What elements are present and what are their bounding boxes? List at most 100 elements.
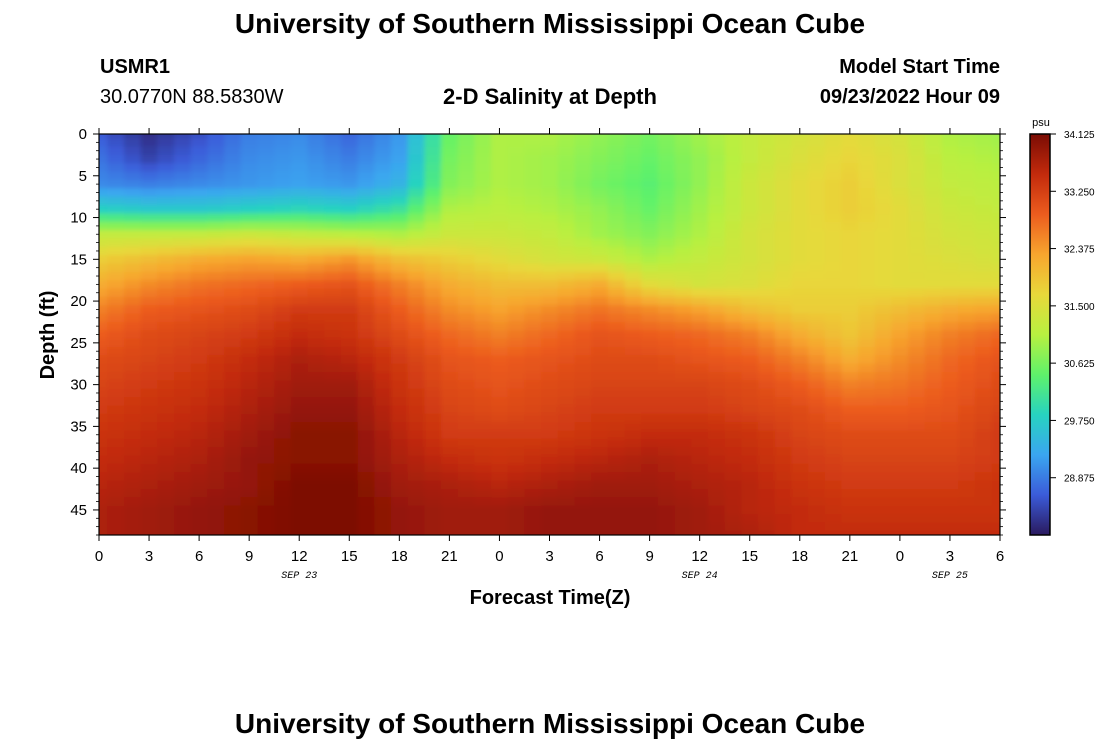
heatmap-cell <box>441 338 459 348</box>
heatmap-cell <box>390 430 409 440</box>
heatmap-cell <box>99 213 109 223</box>
heatmap-cell <box>674 480 693 490</box>
heatmap-cell <box>507 271 526 281</box>
heatmap-cell <box>958 413 976 424</box>
heatmap-cell <box>991 355 1000 365</box>
heatmap-cell <box>424 330 442 340</box>
heatmap-cell <box>524 196 542 206</box>
heatmap-cell <box>524 447 542 457</box>
heatmap-cell <box>574 372 593 382</box>
heatmap-cell <box>390 221 409 231</box>
heatmap-cell <box>908 530 926 535</box>
heatmap-cell <box>824 388 843 398</box>
heatmap-cell <box>307 221 326 231</box>
heatmap-cell <box>157 380 175 390</box>
heatmap-cell <box>374 380 392 390</box>
heatmap-cell <box>657 280 676 290</box>
heatmap-cell <box>357 313 376 323</box>
heatmap-cell <box>491 330 509 340</box>
heatmap-cell <box>174 238 192 248</box>
heatmap-cell <box>474 263 492 273</box>
heatmap-cell <box>708 313 726 323</box>
heatmap-cell <box>991 221 1000 231</box>
heatmap-cell <box>674 188 693 198</box>
heatmap-cell <box>357 305 376 315</box>
heatmap-cell <box>841 355 859 365</box>
heatmap-cell <box>724 263 743 273</box>
heatmap-cell <box>99 146 109 156</box>
heatmap-cell <box>140 171 159 181</box>
heatmap-cell <box>557 514 576 524</box>
heatmap-cell <box>841 430 859 440</box>
heatmap-cell <box>958 388 976 398</box>
heatmap-cell <box>824 263 843 273</box>
heatmap-cell <box>157 238 175 248</box>
heatmap-cell <box>808 338 826 348</box>
heatmap-cell <box>691 372 709 382</box>
heatmap-cell <box>841 188 859 198</box>
heatmap-cell <box>357 330 376 340</box>
heatmap-cell <box>324 280 342 290</box>
heatmap-cell <box>390 246 409 256</box>
heatmap-cell <box>824 321 843 332</box>
heatmap-cell <box>357 497 376 507</box>
heatmap-cell <box>557 422 576 432</box>
heatmap-cell <box>958 321 976 332</box>
heatmap-cell <box>124 196 142 206</box>
heatmap-cell <box>674 246 693 256</box>
heatmap-cell <box>824 146 843 156</box>
heatmap-cell <box>390 305 409 315</box>
heatmap-cell <box>607 363 626 373</box>
heatmap-cell <box>140 154 159 165</box>
heatmap-cell <box>140 338 159 348</box>
heatmap-cell <box>524 163 542 173</box>
heatmap-cell <box>507 330 526 340</box>
heatmap-cell <box>157 530 175 535</box>
heatmap-cell <box>791 497 809 507</box>
heatmap-cell <box>924 363 943 373</box>
heatmap-cell <box>491 154 509 165</box>
heatmap-cell <box>991 134 1000 139</box>
heatmap-cell <box>124 179 142 190</box>
heatmap-cell <box>157 463 175 474</box>
heatmap-cell <box>791 305 809 315</box>
colorbar-tick-label: 32.375 <box>1064 245 1095 256</box>
heatmap-cell <box>591 497 609 507</box>
heatmap-cell <box>908 472 926 482</box>
heatmap-cell <box>824 163 843 173</box>
heatmap-cell <box>541 505 559 515</box>
heatmap-cell <box>407 447 426 457</box>
heatmap-cell <box>741 288 759 298</box>
heatmap-cell <box>674 330 693 340</box>
heatmap-cell <box>557 430 576 440</box>
heatmap-cell <box>641 405 659 415</box>
heatmap-cell <box>574 380 593 390</box>
heatmap-cell <box>691 413 709 424</box>
heatmap-cell <box>791 397 809 407</box>
heatmap-cell <box>557 263 576 273</box>
heatmap-cell <box>224 380 242 390</box>
heatmap-cell <box>340 154 359 165</box>
heatmap-cell <box>908 221 926 231</box>
heatmap-cell <box>708 347 726 357</box>
heatmap-cell <box>724 221 743 231</box>
heatmap-cell <box>424 163 442 173</box>
heatmap-cell <box>674 489 693 499</box>
heatmap-cell <box>224 338 242 348</box>
heatmap-cell <box>908 447 926 457</box>
heatmap-cell <box>741 355 759 365</box>
heatmap-cell <box>624 255 643 265</box>
heatmap-cell <box>991 372 1000 382</box>
heatmap-cell <box>841 321 859 332</box>
heatmap-cell <box>190 134 209 139</box>
heatmap-cell <box>557 163 576 173</box>
heatmap-cell <box>841 280 859 290</box>
heatmap-cell <box>624 472 643 482</box>
heatmap-cell <box>290 514 309 524</box>
heatmap-cell <box>340 134 359 139</box>
heatmap-cell <box>190 497 209 507</box>
heatmap-cell <box>758 480 776 490</box>
heatmap-cell <box>307 134 326 139</box>
heatmap-cell <box>507 179 526 190</box>
heatmap-cell <box>841 146 859 156</box>
